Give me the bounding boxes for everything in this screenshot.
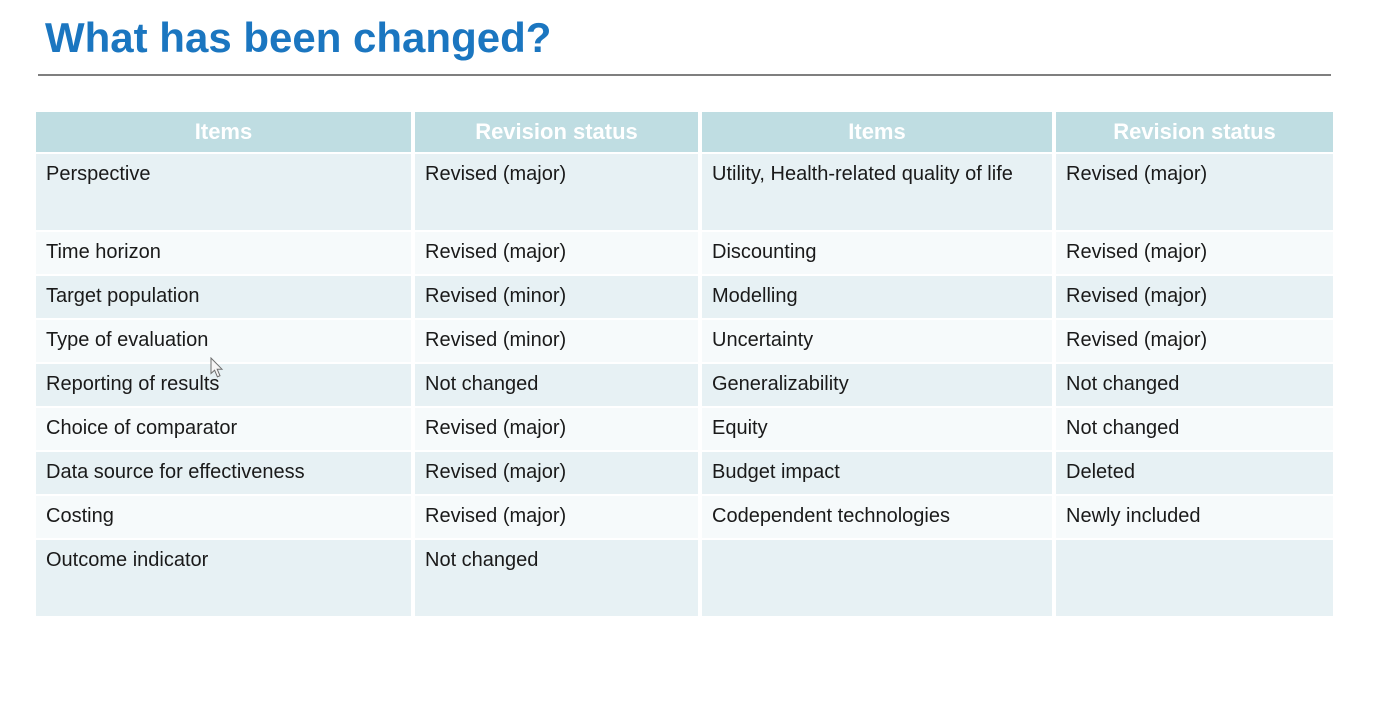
status-cell-right: Revised (major)	[1056, 154, 1333, 230]
item-cell-left: Perspective	[36, 154, 411, 230]
status-cell-left: Revised (major)	[415, 496, 698, 538]
status-cell-left: Revised (minor)	[415, 320, 698, 362]
page-title: What has been changed?	[45, 14, 552, 61]
item-cell-right: Utility, Health-related quality of life	[702, 154, 1052, 230]
item-cell-right: Codependent technologies	[702, 496, 1052, 538]
item-cell-right: Uncertainty	[702, 320, 1052, 362]
item-cell-right: Budget impact	[702, 452, 1052, 494]
column-header-items-left: Items	[36, 112, 411, 152]
status-cell-right: Not changed	[1056, 408, 1333, 450]
title-divider	[38, 74, 1331, 76]
item-cell-left: Choice of comparator	[36, 408, 411, 450]
revision-table: Items Revision status Items Revision sta…	[36, 112, 1333, 616]
status-cell-right: Deleted	[1056, 452, 1333, 494]
status-cell-right: Revised (major)	[1056, 276, 1333, 318]
item-cell-right: Equity	[702, 408, 1052, 450]
status-cell-right: Revised (major)	[1056, 232, 1333, 274]
status-cell-left: Revised (major)	[415, 232, 698, 274]
status-cell-right: Not changed	[1056, 364, 1333, 406]
status-cell-left: Not changed	[415, 540, 698, 616]
item-cell-left: Data source for effectiveness	[36, 452, 411, 494]
item-cell-right: Modelling	[702, 276, 1052, 318]
column-header-status-right: Revision status	[1056, 112, 1333, 152]
status-cell-left: Not changed	[415, 364, 698, 406]
status-cell-left: Revised (major)	[415, 154, 698, 230]
status-cell-left: Revised (major)	[415, 452, 698, 494]
item-cell-right: Discounting	[702, 232, 1052, 274]
status-cell-left: Revised (minor)	[415, 276, 698, 318]
status-cell-left: Revised (major)	[415, 408, 698, 450]
item-cell-left: Target population	[36, 276, 411, 318]
mouse-cursor-icon	[210, 357, 224, 378]
status-cell-right	[1056, 540, 1333, 616]
column-header-status-left: Revision status	[415, 112, 698, 152]
item-cell-left: Time horizon	[36, 232, 411, 274]
status-cell-right: Newly included	[1056, 496, 1333, 538]
column-header-items-right: Items	[702, 112, 1052, 152]
status-cell-right: Revised (major)	[1056, 320, 1333, 362]
item-cell-left: Reporting of results	[36, 364, 411, 406]
item-cell-left: Outcome indicator	[36, 540, 411, 616]
item-cell-right	[702, 540, 1052, 616]
item-cell-right: Generalizability	[702, 364, 1052, 406]
item-cell-left: Type of evaluation	[36, 320, 411, 362]
item-cell-left: Costing	[36, 496, 411, 538]
